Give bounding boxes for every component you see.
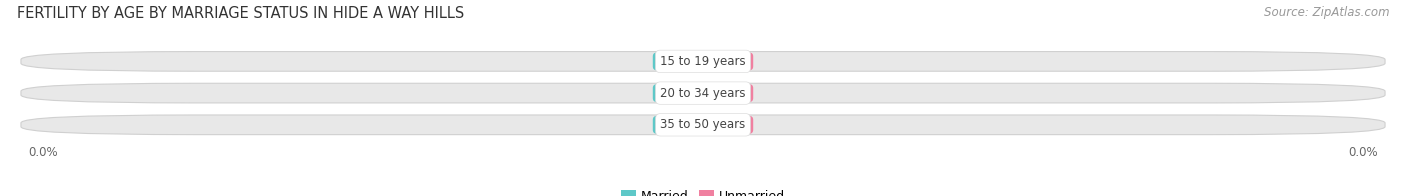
Text: FERTILITY BY AGE BY MARRIAGE STATUS IN HIDE A WAY HILLS: FERTILITY BY AGE BY MARRIAGE STATUS IN H… bbox=[17, 6, 464, 21]
Text: 0.0%: 0.0% bbox=[657, 88, 688, 98]
FancyBboxPatch shape bbox=[21, 83, 1385, 103]
Legend: Married, Unmarried: Married, Unmarried bbox=[616, 185, 790, 196]
Text: 0.0%: 0.0% bbox=[657, 120, 688, 130]
Text: 15 to 19 years: 15 to 19 years bbox=[661, 55, 745, 68]
Text: 0.0%: 0.0% bbox=[718, 88, 749, 98]
FancyBboxPatch shape bbox=[21, 52, 1385, 71]
Text: 35 to 50 years: 35 to 50 years bbox=[661, 118, 745, 131]
Text: 0.0%: 0.0% bbox=[718, 120, 749, 130]
Text: 0.0%: 0.0% bbox=[28, 146, 58, 159]
Text: 0.0%: 0.0% bbox=[1348, 146, 1378, 159]
FancyBboxPatch shape bbox=[21, 115, 1385, 135]
Text: Source: ZipAtlas.com: Source: ZipAtlas.com bbox=[1264, 6, 1389, 19]
Text: 0.0%: 0.0% bbox=[657, 56, 688, 66]
Text: 0.0%: 0.0% bbox=[718, 56, 749, 66]
Text: 20 to 34 years: 20 to 34 years bbox=[661, 87, 745, 100]
